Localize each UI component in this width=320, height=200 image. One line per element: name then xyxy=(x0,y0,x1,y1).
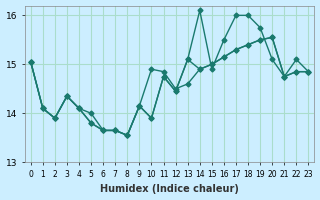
X-axis label: Humidex (Indice chaleur): Humidex (Indice chaleur) xyxy=(100,184,239,194)
